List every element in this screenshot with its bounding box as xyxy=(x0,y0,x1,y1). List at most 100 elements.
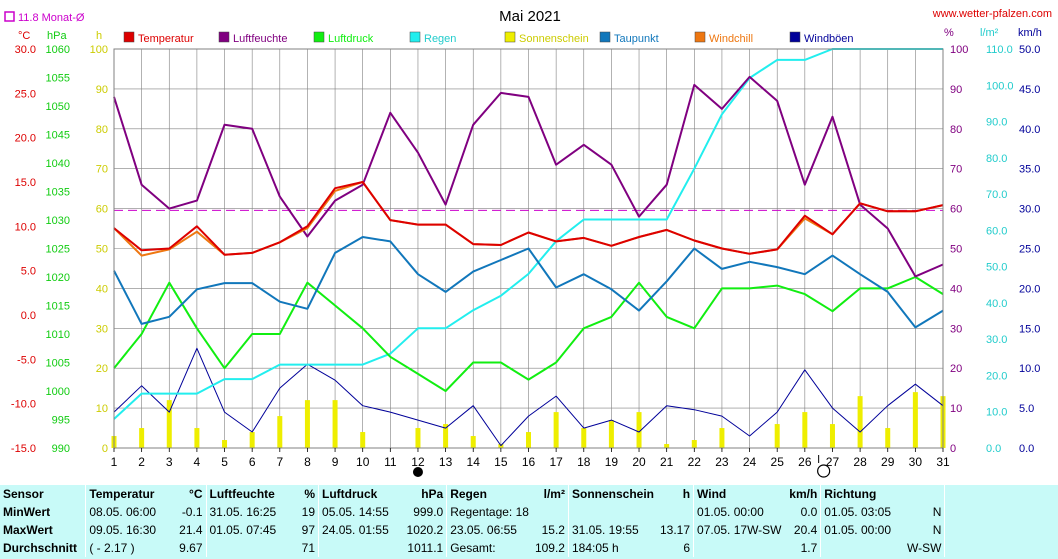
day-tick-label: 25 xyxy=(771,455,785,469)
statistics-table: Sensor Temperatur °C Luftfeuchte % Luftd… xyxy=(0,485,1058,557)
day-tick-label: 10 xyxy=(356,455,370,469)
hours-tick-label: 30 xyxy=(96,323,108,335)
wind-tick-label: 35.0 xyxy=(1019,164,1040,176)
wind-tick-label: 50.0 xyxy=(1019,44,1040,56)
stats-sun-unit: h xyxy=(682,487,691,501)
humidity-unit: % xyxy=(944,27,954,39)
hours-tick-label: 0 xyxy=(102,443,108,455)
sunshine-bar xyxy=(222,440,228,448)
day-tick-label: 2 xyxy=(138,455,145,469)
hours-tick-label: 100 xyxy=(90,44,108,56)
series-line-luftfeuchte xyxy=(113,75,944,278)
hours-unit: h xyxy=(96,30,102,42)
day-tick-label: 30 xyxy=(909,455,923,469)
humidity-tick-label: 100 xyxy=(950,44,968,56)
stats-row-label: MinWert xyxy=(3,505,51,519)
rain-tick-label: 40.0 xyxy=(986,298,1007,310)
axes: 30.025.020.015.010.05.00.0-5.0-10.0-15.0… xyxy=(11,44,1041,469)
day-tick-label: 12 xyxy=(411,455,425,469)
day-tick-label: 6 xyxy=(249,455,256,469)
hours-tick-label: 90 xyxy=(96,84,108,96)
humidity-tick-label: 80 xyxy=(950,124,962,136)
day-tick-label: 13 xyxy=(439,455,453,469)
stats-hum-header: Luftfeuchte xyxy=(205,485,291,503)
day-tick-label: 17 xyxy=(549,455,563,469)
sunshine-bar xyxy=(415,428,421,448)
series-line-windben xyxy=(113,347,944,447)
hours-tick-label: 10 xyxy=(96,403,108,415)
rain-tick-label: 60.0 xyxy=(986,225,1007,237)
sunshine-bar xyxy=(304,400,310,448)
humidity-tick-label: 10 xyxy=(950,403,962,415)
monthly-avg-label: 11.8 Monat-Ø xyxy=(18,12,85,24)
hours-tick-label: 50 xyxy=(96,244,108,256)
sunshine-bar xyxy=(581,428,587,448)
pressure-tick-label: 1015 xyxy=(46,301,70,313)
day-tick-label: 15 xyxy=(494,455,508,469)
pressure-tick-label: 1020 xyxy=(46,272,70,284)
chart-title: Mai 2021 xyxy=(499,8,561,25)
day-tick-label: 9 xyxy=(332,455,339,469)
rain-unit: l/m² xyxy=(980,27,999,39)
sunshine-bars xyxy=(111,392,946,448)
stats-row-avg: Durchschnitt ( - 2.17 ) 9.67 71 1011.1 G… xyxy=(0,539,1058,557)
humidity-tick-label: 40 xyxy=(950,283,962,295)
temp-tick-label: 5.0 xyxy=(21,266,36,278)
sunshine-bar xyxy=(608,420,614,448)
pressure-tick-label: 1060 xyxy=(46,44,70,56)
sunshine-bar xyxy=(857,396,863,448)
rain-tick-label: 0.0 xyxy=(986,443,1001,455)
legend: Temperatur Luftfeuchte Luftdruck Regen Sonne… xyxy=(123,31,854,45)
rain-tick-label: 20.0 xyxy=(986,370,1007,382)
rain-tick-label: 90.0 xyxy=(986,117,1007,129)
wind-tick-label: 25.0 xyxy=(1019,244,1040,256)
day-tick-label: 3 xyxy=(166,455,173,469)
sunshine-bar xyxy=(443,424,449,448)
day-tick-label: 27 xyxy=(826,455,840,469)
pressure-tick-label: 1005 xyxy=(46,358,70,370)
stats-sun-header: Sonnenschein xyxy=(567,485,657,503)
sunshine-bar xyxy=(885,428,891,448)
temp-tick-label: 15.0 xyxy=(15,177,36,189)
humidity-tick-label: 90 xyxy=(950,84,962,96)
sunshine-bar xyxy=(277,416,283,448)
series-line-luftdruck xyxy=(113,276,944,392)
temp-tick-label: 10.0 xyxy=(15,221,36,233)
stats-row-min: MinWert 08.05. 06:00 -0.1 31.05. 16:25 1… xyxy=(0,503,1058,521)
day-tick-label: 19 xyxy=(605,455,619,469)
humidity-tick-label: 50 xyxy=(950,244,962,256)
stats-temp-unit: °C xyxy=(189,487,203,501)
legend-label: Luftfeuchte xyxy=(233,33,287,45)
day-tick-label: 4 xyxy=(194,455,201,469)
legend-swatch xyxy=(599,31,611,43)
sunshine-bar xyxy=(719,428,725,448)
stats-dir-header: Richtung xyxy=(820,485,904,503)
sunshine-bar xyxy=(664,444,670,448)
wind-tick-label: 10.0 xyxy=(1019,363,1040,375)
legend-label: Temperatur xyxy=(138,33,194,45)
wind-tick-label: 40.0 xyxy=(1019,124,1040,136)
legend-label: Luftdruck xyxy=(328,33,374,45)
sunshine-bar xyxy=(470,436,476,448)
pressure-tick-label: 1030 xyxy=(46,215,70,227)
rain-tick-label: 110.0 xyxy=(986,44,1013,56)
day-tick-label: 18 xyxy=(577,455,591,469)
stats-press-unit: hPa xyxy=(421,487,444,501)
day-tick-label: 21 xyxy=(660,455,674,469)
hours-tick-label: 80 xyxy=(96,124,108,136)
series-line-regen xyxy=(113,48,943,420)
pressure-tick-label: 1050 xyxy=(46,101,70,113)
humidity-tick-label: 30 xyxy=(950,323,962,335)
rain-tick-label: 30.0 xyxy=(986,334,1007,346)
pressure-tick-label: 1010 xyxy=(46,329,70,341)
temp-tick-label: -5.0 xyxy=(17,354,36,366)
hours-tick-label: 40 xyxy=(96,283,108,295)
site-link[interactable]: www.wetter-pfalzen.com xyxy=(932,8,1052,20)
sunshine-bar xyxy=(194,428,200,448)
avg-marker-icon xyxy=(4,11,15,22)
full-moon-icon xyxy=(817,464,831,478)
pressure-tick-label: 1025 xyxy=(46,244,70,256)
stats-rain-unit: l/m² xyxy=(543,487,565,501)
humidity-tick-label: 60 xyxy=(950,204,962,216)
hours-tick-label: 70 xyxy=(96,164,108,176)
